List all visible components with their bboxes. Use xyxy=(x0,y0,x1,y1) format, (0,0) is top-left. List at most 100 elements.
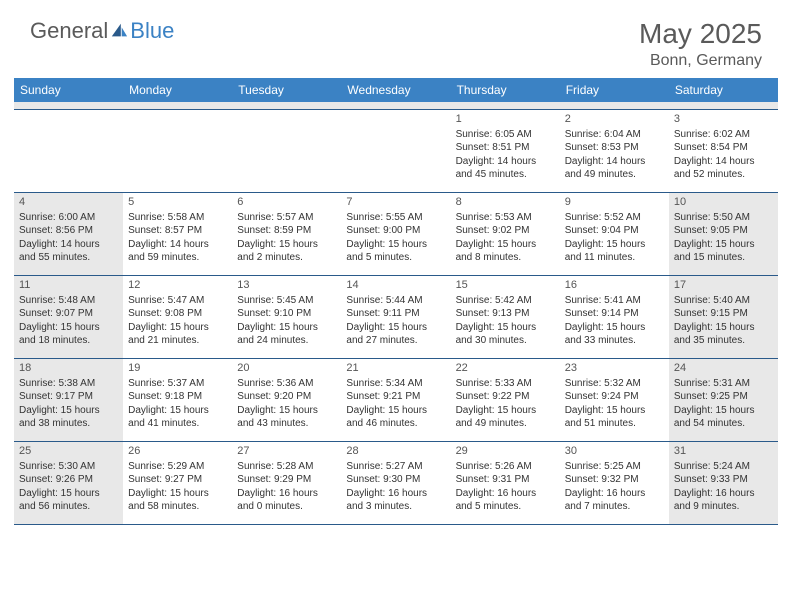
sunset-text: Sunset: 9:13 PM xyxy=(456,307,555,321)
sunset-text: Sunset: 9:17 PM xyxy=(19,390,118,404)
daylight-text: Daylight: 14 hours xyxy=(128,238,227,252)
title-block: May 2025 Bonn, Germany xyxy=(639,18,762,70)
daylight-text: and 2 minutes. xyxy=(237,251,336,265)
daylight-text: Daylight: 16 hours xyxy=(346,487,445,501)
daylight-text: Daylight: 15 hours xyxy=(565,321,664,335)
daylight-text: Daylight: 15 hours xyxy=(19,404,118,418)
day-cell: 8Sunrise: 5:53 AMSunset: 9:02 PMDaylight… xyxy=(451,193,560,275)
daylight-text: Daylight: 15 hours xyxy=(565,238,664,252)
day-cell: 20Sunrise: 5:36 AMSunset: 9:20 PMDayligh… xyxy=(232,359,341,441)
day-header-fri: Friday xyxy=(560,78,669,102)
day-cell: 15Sunrise: 5:42 AMSunset: 9:13 PMDayligh… xyxy=(451,276,560,358)
day-cell: 23Sunrise: 5:32 AMSunset: 9:24 PMDayligh… xyxy=(560,359,669,441)
daylight-text: Daylight: 16 hours xyxy=(565,487,664,501)
day-cell: 12Sunrise: 5:47 AMSunset: 9:08 PMDayligh… xyxy=(123,276,232,358)
day-cell: 1Sunrise: 6:05 AMSunset: 8:51 PMDaylight… xyxy=(451,110,560,192)
daylight-text: and 30 minutes. xyxy=(456,334,555,348)
daylight-text: and 15 minutes. xyxy=(674,251,773,265)
sunset-text: Sunset: 9:18 PM xyxy=(128,390,227,404)
sunrise-text: Sunrise: 5:47 AM xyxy=(128,294,227,308)
sunset-text: Sunset: 9:14 PM xyxy=(565,307,664,321)
day-number: 10 xyxy=(674,195,773,210)
sunrise-text: Sunrise: 6:02 AM xyxy=(674,128,773,142)
day-header-row: Sunday Monday Tuesday Wednesday Thursday… xyxy=(14,78,778,102)
daylight-text: Daylight: 15 hours xyxy=(346,238,445,252)
sunrise-text: Sunrise: 5:27 AM xyxy=(346,460,445,474)
day-number: 9 xyxy=(565,195,664,210)
daylight-text: and 21 minutes. xyxy=(128,334,227,348)
daylight-text: and 41 minutes. xyxy=(128,417,227,431)
daylight-text: and 51 minutes. xyxy=(565,417,664,431)
empty-cell xyxy=(341,110,450,192)
sunset-text: Sunset: 9:27 PM xyxy=(128,473,227,487)
daylight-text: Daylight: 15 hours xyxy=(346,321,445,335)
sunrise-text: Sunrise: 5:26 AM xyxy=(456,460,555,474)
day-header-wed: Wednesday xyxy=(341,78,450,102)
day-header-tue: Tuesday xyxy=(232,78,341,102)
sunrise-text: Sunrise: 6:00 AM xyxy=(19,211,118,225)
sunset-text: Sunset: 9:32 PM xyxy=(565,473,664,487)
daylight-text: and 0 minutes. xyxy=(237,500,336,514)
day-header-sat: Saturday xyxy=(669,78,778,102)
daylight-text: Daylight: 15 hours xyxy=(456,321,555,335)
day-number: 3 xyxy=(674,112,773,127)
sunrise-text: Sunrise: 6:04 AM xyxy=(565,128,664,142)
sunset-text: Sunset: 9:22 PM xyxy=(456,390,555,404)
daylight-text: and 59 minutes. xyxy=(128,251,227,265)
sunrise-text: Sunrise: 5:50 AM xyxy=(674,211,773,225)
sunrise-text: Sunrise: 5:38 AM xyxy=(19,377,118,391)
day-number: 27 xyxy=(237,444,336,459)
day-cell: 14Sunrise: 5:44 AMSunset: 9:11 PMDayligh… xyxy=(341,276,450,358)
sunrise-text: Sunrise: 5:24 AM xyxy=(674,460,773,474)
sunset-text: Sunset: 8:59 PM xyxy=(237,224,336,238)
day-header-sun: Sunday xyxy=(14,78,123,102)
daylight-text: and 46 minutes. xyxy=(346,417,445,431)
location: Bonn, Germany xyxy=(639,52,762,70)
daylight-text: and 7 minutes. xyxy=(565,500,664,514)
day-cell: 5Sunrise: 5:58 AMSunset: 8:57 PMDaylight… xyxy=(123,193,232,275)
sunset-text: Sunset: 9:30 PM xyxy=(346,473,445,487)
day-number: 2 xyxy=(565,112,664,127)
day-cell: 2Sunrise: 6:04 AMSunset: 8:53 PMDaylight… xyxy=(560,110,669,192)
weeks-container: 1Sunrise: 6:05 AMSunset: 8:51 PMDaylight… xyxy=(14,110,778,525)
daylight-text: and 18 minutes. xyxy=(19,334,118,348)
sunset-text: Sunset: 9:11 PM xyxy=(346,307,445,321)
logo-text-general: General xyxy=(30,18,108,44)
daylight-text: Daylight: 15 hours xyxy=(237,404,336,418)
day-number: 11 xyxy=(19,278,118,293)
daylight-text: Daylight: 16 hours xyxy=(237,487,336,501)
daylight-text: Daylight: 16 hours xyxy=(674,487,773,501)
sunset-text: Sunset: 9:04 PM xyxy=(565,224,664,238)
daylight-text: and 24 minutes. xyxy=(237,334,336,348)
day-number: 21 xyxy=(346,361,445,376)
daylight-text: Daylight: 15 hours xyxy=(128,321,227,335)
sunrise-text: Sunrise: 5:40 AM xyxy=(674,294,773,308)
daylight-text: Daylight: 15 hours xyxy=(346,404,445,418)
daylight-text: and 27 minutes. xyxy=(346,334,445,348)
sunrise-text: Sunrise: 5:58 AM xyxy=(128,211,227,225)
day-number: 25 xyxy=(19,444,118,459)
day-cell: 21Sunrise: 5:34 AMSunset: 9:21 PMDayligh… xyxy=(341,359,450,441)
daylight-text: and 58 minutes. xyxy=(128,500,227,514)
sunset-text: Sunset: 9:15 PM xyxy=(674,307,773,321)
day-number: 28 xyxy=(346,444,445,459)
daylight-text: Daylight: 15 hours xyxy=(237,321,336,335)
day-cell: 18Sunrise: 5:38 AMSunset: 9:17 PMDayligh… xyxy=(14,359,123,441)
daylight-text: and 45 minutes. xyxy=(456,168,555,182)
sunset-text: Sunset: 9:08 PM xyxy=(128,307,227,321)
day-cell: 25Sunrise: 5:30 AMSunset: 9:26 PMDayligh… xyxy=(14,442,123,524)
sunset-text: Sunset: 9:31 PM xyxy=(456,473,555,487)
sunset-text: Sunset: 9:26 PM xyxy=(19,473,118,487)
sunrise-text: Sunrise: 5:30 AM xyxy=(19,460,118,474)
sunrise-text: Sunrise: 5:41 AM xyxy=(565,294,664,308)
calendar: Sunday Monday Tuesday Wednesday Thursday… xyxy=(14,78,778,525)
week-row: 25Sunrise: 5:30 AMSunset: 9:26 PM Dayligh… xyxy=(14,442,778,525)
day-number: 17 xyxy=(674,278,773,293)
sunrise-text: Sunrise: 5:48 AM xyxy=(19,294,118,308)
week-row: 4Sunrise: 6:00 AMSunset: 8:56 PMDaylight… xyxy=(14,193,778,276)
day-number: 22 xyxy=(456,361,555,376)
day-number: 23 xyxy=(565,361,664,376)
day-cell: 27Sunrise: 5:28 AMSunset: 9:29 PMDayligh… xyxy=(232,442,341,524)
empty-cell xyxy=(123,110,232,192)
day-number: 12 xyxy=(128,278,227,293)
